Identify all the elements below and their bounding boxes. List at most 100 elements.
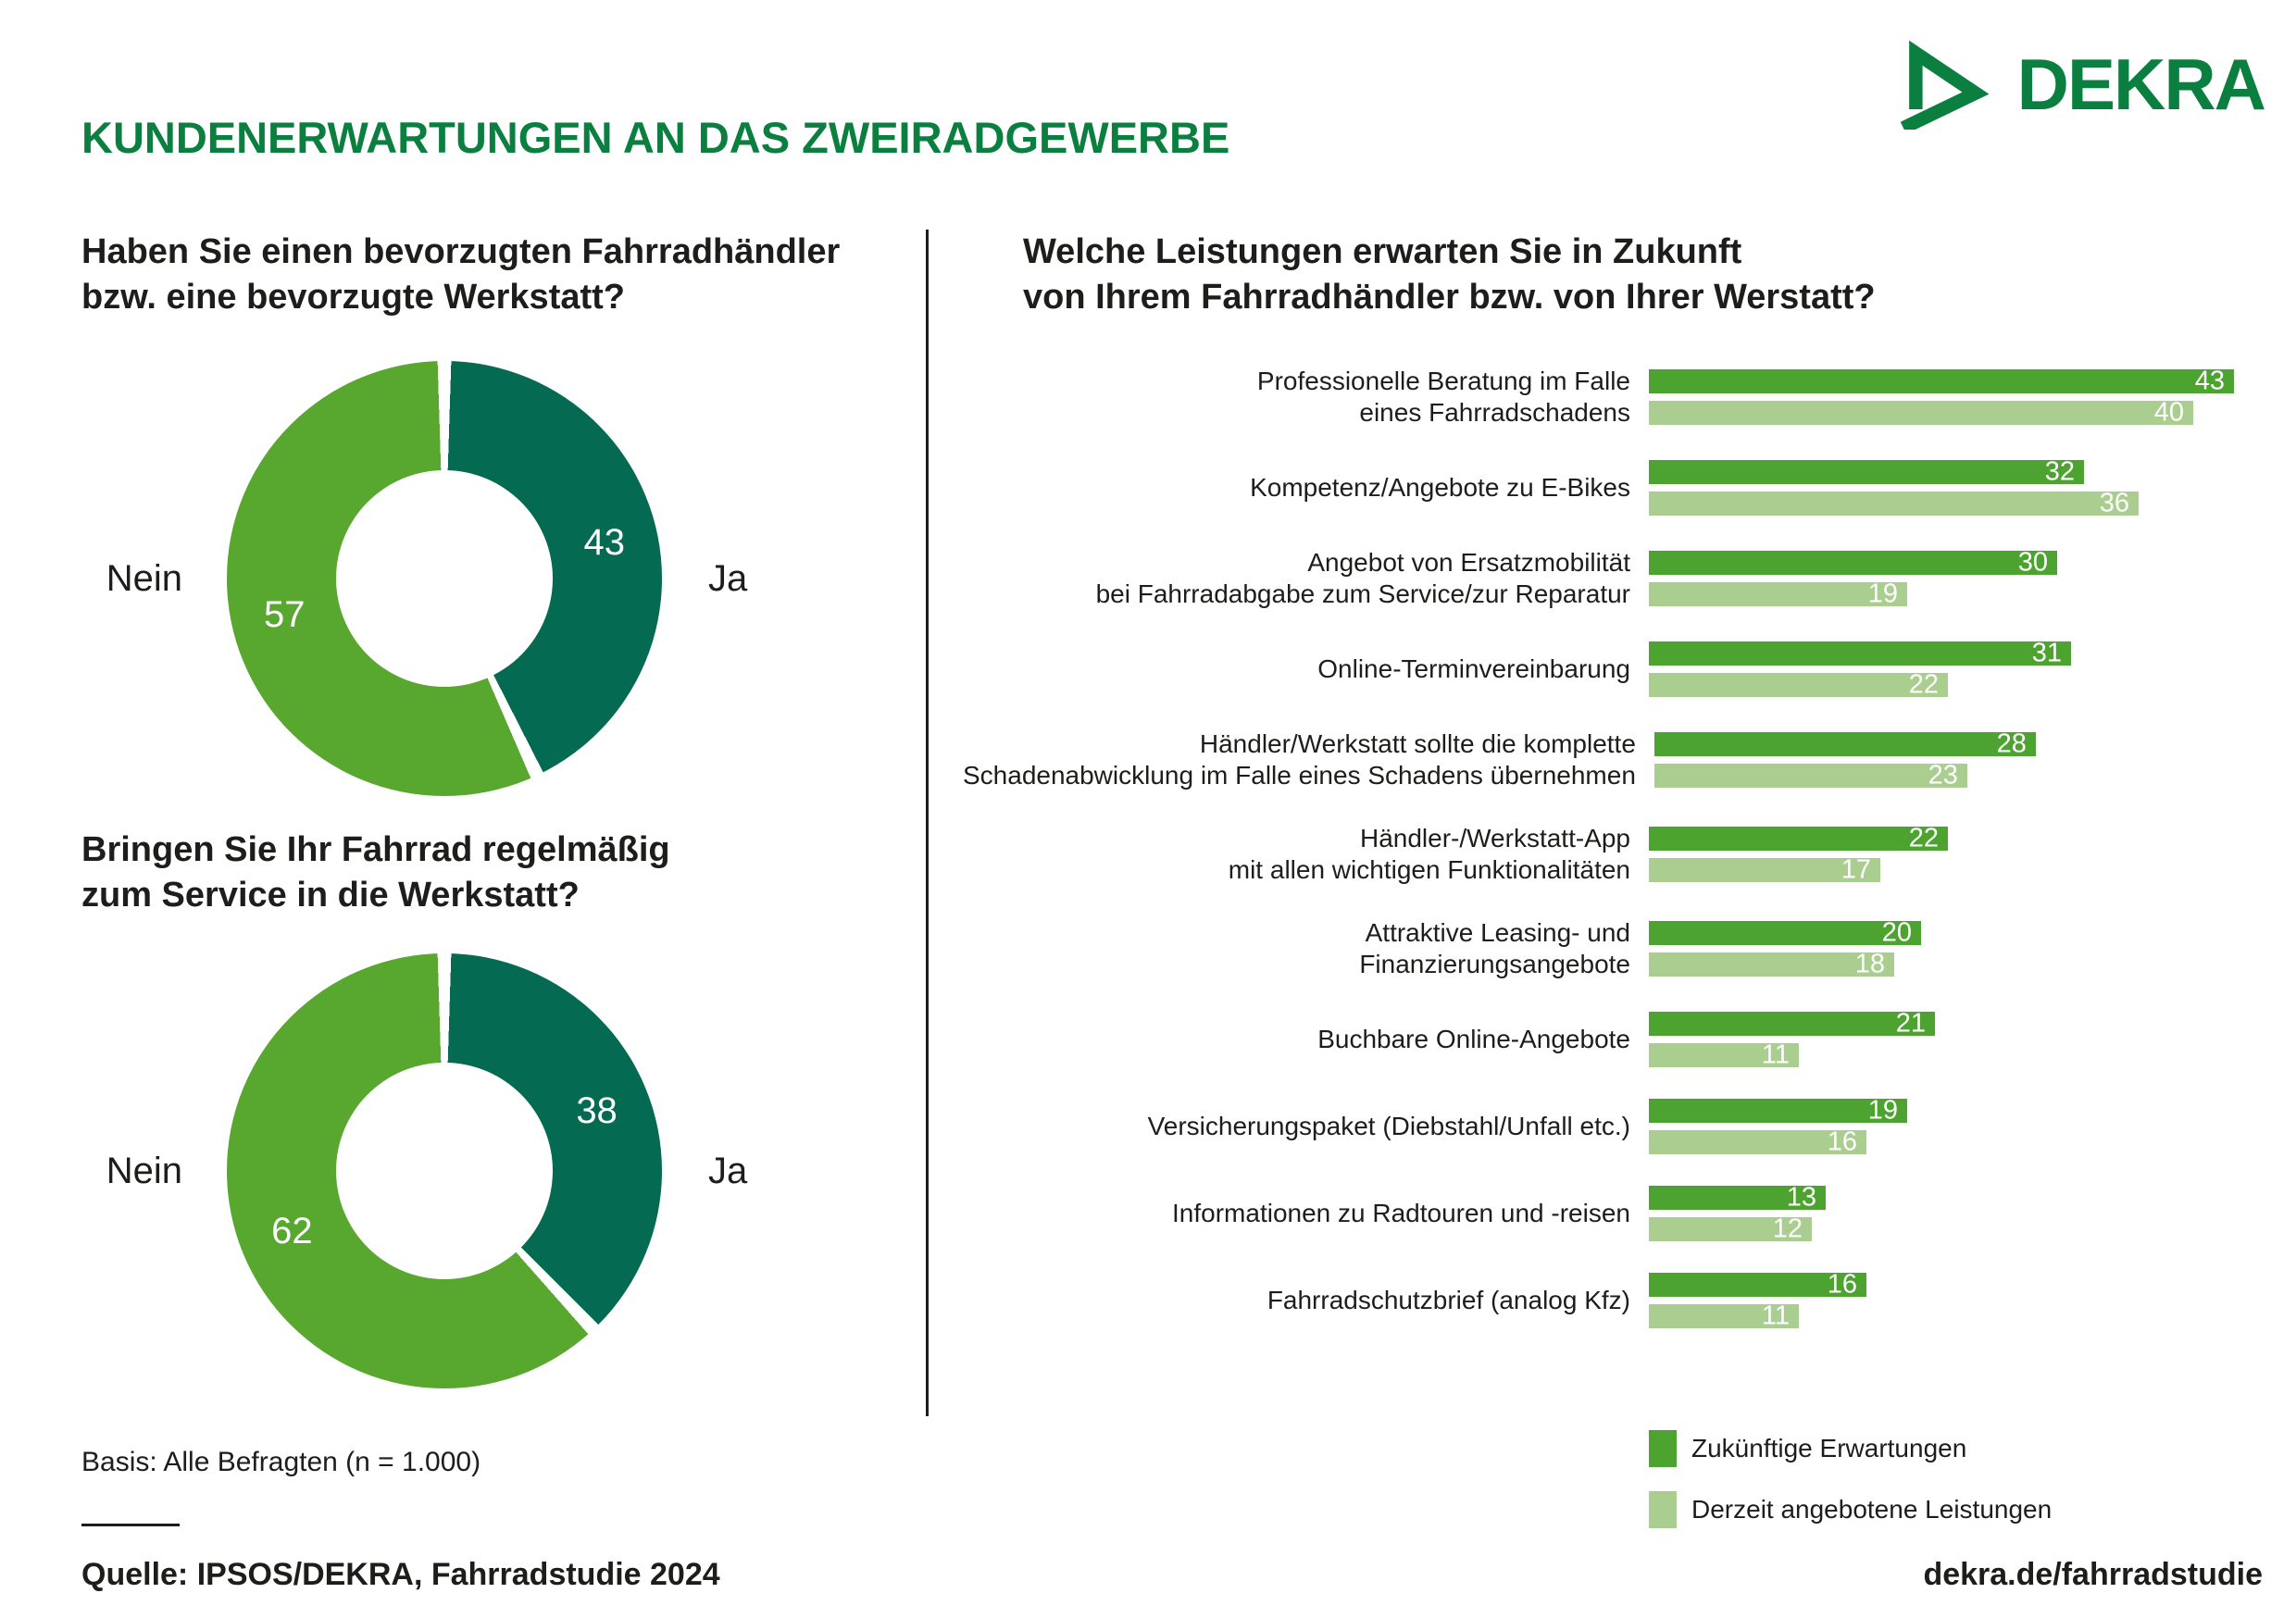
question-line: bzw. eine bevorzugte Werkstatt? bbox=[81, 278, 625, 317]
bar-pair: 30 19 bbox=[1649, 547, 2259, 609]
bar-category-label: Buchbare Online-Angebote bbox=[963, 1024, 1649, 1055]
donut-value-ja: 43 bbox=[583, 522, 625, 564]
donut-value-ja: 38 bbox=[576, 1089, 618, 1131]
bar-category-label: Professionelle Beratung im Falle eines Fa… bbox=[963, 366, 1649, 429]
bar-value: 19 bbox=[1867, 1095, 1898, 1126]
bar-pair: 19 16 bbox=[1649, 1095, 2259, 1155]
bar-current-services: 11 bbox=[1649, 1039, 1799, 1070]
bar-current-services: 11 bbox=[1649, 1302, 1799, 1329]
legend-label: Derzeit angebotene Leistungen bbox=[1691, 1494, 2053, 1524]
bar-row: Kompetenz/Angebote zu E-Bikes 32 36 bbox=[963, 456, 2259, 518]
bar-category-label: Informationen zu Radtouren und -reisen bbox=[963, 1198, 1649, 1229]
bar-row: Fahrradschutzbrief (analog Kfz) 16 11 bbox=[963, 1271, 2259, 1329]
legend-swatch bbox=[1649, 1430, 1677, 1467]
bar-category-label: Attraktive Leasing- und Finanzierungsange… bbox=[963, 917, 1649, 980]
bar-category-line: Professionelle Beratung im Falle bbox=[1256, 367, 1630, 395]
question-line: zum Service in die Werkstatt? bbox=[81, 876, 580, 915]
bar-current-services: 23 bbox=[1653, 760, 1967, 790]
bar-category-label: Fahrradschutzbrief (analog Kfz) bbox=[963, 1285, 1649, 1316]
legend-label: Zukünftige Erwartungen bbox=[1691, 1433, 1967, 1462]
bar-row: Informationen zu Radtouren und -reisen 13… bbox=[963, 1182, 2259, 1244]
bar-category-line: Online-Terminvereinbarung bbox=[1317, 654, 1630, 683]
bar-value: 19 bbox=[1867, 579, 1898, 609]
bar-future-expectations: 30 bbox=[1649, 547, 2057, 578]
bar-category-label: Versicherungspaket (Diebstahl/Unfall etc… bbox=[963, 1111, 1649, 1142]
source-note: Quelle: IPSOS/DEKRA, Fahrradstudie 2024 bbox=[81, 1557, 720, 1592]
bar-future-expectations: 28 bbox=[1653, 728, 2036, 759]
bar-row: Händler-/Werkstatt-App mit allen wichtige… bbox=[963, 823, 2259, 886]
bar-value: 11 bbox=[1761, 1039, 1790, 1070]
bar-future-expectations: 22 bbox=[1649, 823, 1948, 853]
question-regular-service: Bringen Sie Ihr Fahrrad regelmäßig zum Se… bbox=[81, 828, 670, 918]
bar-current-services: 12 bbox=[1649, 1214, 1812, 1244]
dekra-logo: DEKRA bbox=[1900, 39, 2266, 130]
bar-pair: 13 12 bbox=[1649, 1182, 2259, 1244]
donut-label-ja: Ja bbox=[708, 558, 748, 599]
donut-label-nein: Nein bbox=[106, 1151, 182, 1191]
bar-value: 31 bbox=[2031, 638, 2062, 668]
bar-value: 36 bbox=[2099, 488, 2129, 518]
bar-category-line: Kompetenz/Angebote zu E-Bikes bbox=[1250, 473, 1630, 502]
bar-value: 22 bbox=[1908, 823, 1939, 853]
bar-category-line: Finanzierungsangebote bbox=[1359, 950, 1630, 978]
bar-current-services: 17 bbox=[1649, 854, 1880, 885]
donut-value-nein: 62 bbox=[271, 1211, 313, 1252]
bar-pair: 20 18 bbox=[1649, 917, 2259, 977]
bar-pair: 21 11 bbox=[1649, 1010, 2259, 1070]
question-line: Haben Sie einen bevorzugten Fahrradhändl… bbox=[81, 232, 841, 271]
donut-hole bbox=[336, 470, 553, 687]
bar-category-label: Angebot von Ersatzmobilität bei Fahrradab… bbox=[963, 547, 1649, 610]
bar-value: 13 bbox=[1786, 1182, 1816, 1213]
bar-value: 32 bbox=[2044, 456, 2075, 487]
bar-value: 12 bbox=[1772, 1214, 1803, 1244]
bar-future-expectations: 31 bbox=[1649, 638, 2071, 668]
question-preferred-dealer: Haben Sie einen bevorzugten Fahrradhändl… bbox=[81, 230, 840, 320]
bar-category-line: Buchbare Online-Angebote bbox=[1317, 1025, 1630, 1053]
footer-divider bbox=[81, 1524, 180, 1526]
bar-category-line: Versicherungspaket (Diebstahl/Unfall etc… bbox=[1147, 1112, 1630, 1140]
bar-row: Angebot von Ersatzmobilität bei Fahrradab… bbox=[963, 547, 2259, 610]
donut-chart-regular-service: 38 Ja 62 Nein bbox=[106, 953, 747, 1388]
bar-value: 17 bbox=[1841, 854, 1871, 885]
bar-category-line: bei Fahrradabgabe zum Service/zur Repara… bbox=[1095, 579, 1630, 608]
bar-current-services: 22 bbox=[1649, 669, 1948, 700]
bar-future-expectations: 13 bbox=[1649, 1182, 1826, 1213]
bar-pair: 28 23 bbox=[1653, 728, 2259, 790]
donut-label-nein: Nein bbox=[106, 558, 182, 599]
bar-current-services: 19 bbox=[1649, 579, 1907, 609]
bar-value: 30 bbox=[2017, 547, 2048, 578]
bar-pair: 31 22 bbox=[1649, 638, 2259, 700]
bar-category-line: mit allen wichtigen Funktionalitäten bbox=[1228, 855, 1630, 884]
bar-row: Attraktive Leasing- und Finanzierungsange… bbox=[963, 917, 2259, 980]
bar-value: 40 bbox=[2153, 397, 2184, 428]
bar-future-expectations: 19 bbox=[1649, 1095, 1907, 1126]
bar-current-services: 40 bbox=[1649, 397, 2193, 428]
bar-value: 23 bbox=[1928, 760, 1958, 790]
bar-row: Händler/Werkstatt sollte die komplette Sc… bbox=[963, 728, 2259, 791]
bar-current-services: 16 bbox=[1649, 1128, 1866, 1155]
donut-hole bbox=[336, 1063, 553, 1279]
bar-value: 22 bbox=[1908, 669, 1939, 700]
bar-value: 20 bbox=[1881, 917, 1912, 948]
donut-value-nein: 57 bbox=[264, 593, 306, 635]
bar-category-label: Händler/Werkstatt sollte die komplette Sc… bbox=[963, 728, 1654, 791]
basis-note: Basis: Alle Befragten (n = 1.000) bbox=[81, 1447, 481, 1477]
bar-category-label: Händler-/Werkstatt-App mit allen wichtige… bbox=[963, 823, 1649, 886]
question-line: Welche Leistungen erwarten Sie in Zukunf… bbox=[1023, 232, 1742, 271]
bar-row: Professionelle Beratung im Falle eines Fa… bbox=[963, 366, 2259, 429]
question-line: von Ihrem Fahrradhändler bzw. von Ihrer … bbox=[1023, 278, 1876, 317]
bar-future-expectations: 16 bbox=[1649, 1271, 1866, 1298]
website-link: dekra.de/fahrradstudie bbox=[1923, 1557, 2263, 1592]
bar-category-line: eines Fahrradschadens bbox=[1359, 398, 1630, 427]
bar-category-line: Fahrradschutzbrief (analog Kfz) bbox=[1267, 1286, 1630, 1314]
dekra-arrow-icon bbox=[1900, 40, 1990, 130]
bar-category-line: Händler/Werkstatt sollte die komplette bbox=[1199, 729, 1636, 758]
bar-row: Versicherungspaket (Diebstahl/Unfall etc… bbox=[963, 1095, 2259, 1155]
bar-value: 28 bbox=[1996, 728, 2027, 759]
page-title: KUNDENERWARTUNGEN AN DAS ZWEIRADGEWERBE bbox=[81, 113, 1230, 162]
bar-category-line: Schadenabwicklung im Falle eines Schaden… bbox=[963, 761, 1636, 790]
bar-category-line: Angebot von Ersatzmobilität bbox=[1307, 548, 1630, 577]
bar-pair: 22 17 bbox=[1649, 823, 2259, 885]
legend-item: Derzeit angebotene Leistungen bbox=[1649, 1491, 2052, 1528]
